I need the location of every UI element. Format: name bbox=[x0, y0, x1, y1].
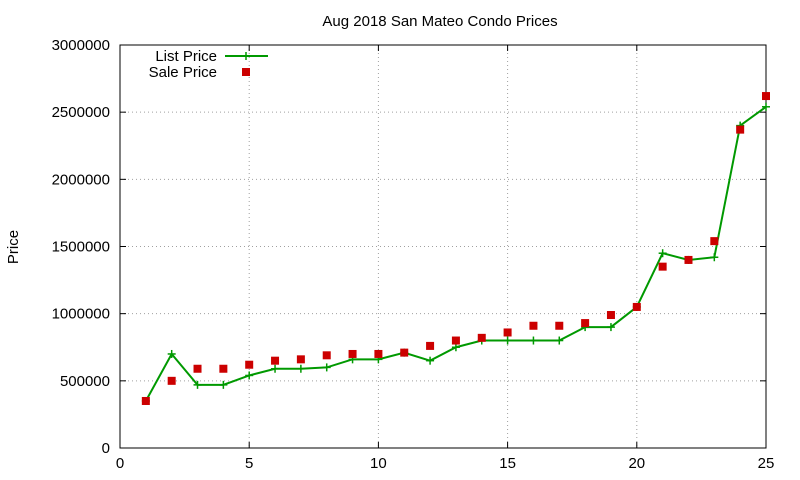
sale-price-point bbox=[684, 255, 693, 264]
sale-price-point bbox=[529, 321, 538, 330]
list-price-point bbox=[271, 364, 280, 373]
list-price-point bbox=[606, 323, 615, 332]
list-price-point bbox=[503, 336, 512, 345]
sale-price-point bbox=[271, 356, 280, 365]
list-price-point bbox=[426, 356, 435, 365]
x-tick-label: 15 bbox=[499, 455, 516, 472]
y-tick-label: 3000000 bbox=[52, 37, 110, 54]
list-price-legend-label: List Price bbox=[155, 48, 217, 65]
list-price-point bbox=[322, 363, 331, 372]
list-price-point bbox=[167, 349, 176, 358]
sale-price-point bbox=[736, 125, 745, 134]
sale-price-point bbox=[426, 341, 435, 350]
grid-lines bbox=[120, 45, 766, 448]
sale-price-point bbox=[710, 237, 719, 246]
sale-price-point bbox=[606, 311, 615, 320]
sale-price-point bbox=[193, 364, 202, 373]
y-tick-label: 1000000 bbox=[52, 306, 110, 323]
list-price-point bbox=[296, 364, 305, 373]
sale-price-legend-marker bbox=[242, 68, 250, 76]
sale-price-point bbox=[245, 360, 254, 369]
list-price-point bbox=[193, 380, 202, 389]
y-tick-label: 2000000 bbox=[52, 171, 110, 188]
y-tick-label: 2500000 bbox=[52, 104, 110, 121]
sale-price-point bbox=[503, 328, 512, 337]
sale-price-point bbox=[296, 355, 305, 364]
sale-price-point bbox=[581, 319, 590, 328]
list-price-legend-marker bbox=[242, 52, 250, 60]
list-price-point bbox=[451, 343, 460, 352]
sale-price-point bbox=[400, 348, 409, 357]
sale-price-point bbox=[348, 349, 357, 358]
list-price-point bbox=[529, 336, 538, 345]
sale-price-point bbox=[477, 333, 486, 342]
list-price-point bbox=[555, 336, 564, 345]
axis-ticks: 0 500000 1000000 1500000 2000000 2500000 30000… bbox=[52, 37, 775, 472]
sale-price-point bbox=[167, 376, 176, 385]
x-tick-label: 10 bbox=[370, 455, 387, 472]
list-price-point bbox=[710, 253, 719, 262]
sale-price-legend-label: Sale Price bbox=[149, 64, 217, 81]
list-price-point bbox=[245, 371, 254, 380]
sale-price-point bbox=[451, 336, 460, 345]
y-tick-label: 500000 bbox=[60, 373, 110, 390]
sale-price-point bbox=[762, 92, 770, 101]
list-price-point bbox=[219, 380, 228, 389]
y-axis-label: Price bbox=[5, 230, 22, 264]
sale-price-point bbox=[555, 321, 564, 330]
sale-price-point bbox=[141, 396, 150, 405]
chart-title: Aug 2018 San Mateo Condo Prices bbox=[322, 13, 557, 30]
y-tick-label: 0 bbox=[102, 440, 110, 457]
sale-price-point bbox=[322, 351, 331, 360]
x-tick-label: 25 bbox=[758, 455, 775, 472]
sale-price-point bbox=[658, 262, 667, 271]
x-tick-label: 20 bbox=[628, 455, 645, 472]
y-tick-label: 1500000 bbox=[52, 239, 110, 256]
x-tick-label: 5 bbox=[245, 455, 253, 472]
sale-price-point bbox=[219, 364, 228, 373]
list-price-point bbox=[762, 102, 770, 111]
list-price-line bbox=[144, 105, 767, 402]
sale-price-point bbox=[374, 349, 383, 358]
series-layer bbox=[141, 92, 770, 405]
x-tick-label: 0 bbox=[116, 455, 124, 472]
sale-price-point bbox=[632, 302, 641, 311]
list-price-point bbox=[658, 249, 667, 258]
